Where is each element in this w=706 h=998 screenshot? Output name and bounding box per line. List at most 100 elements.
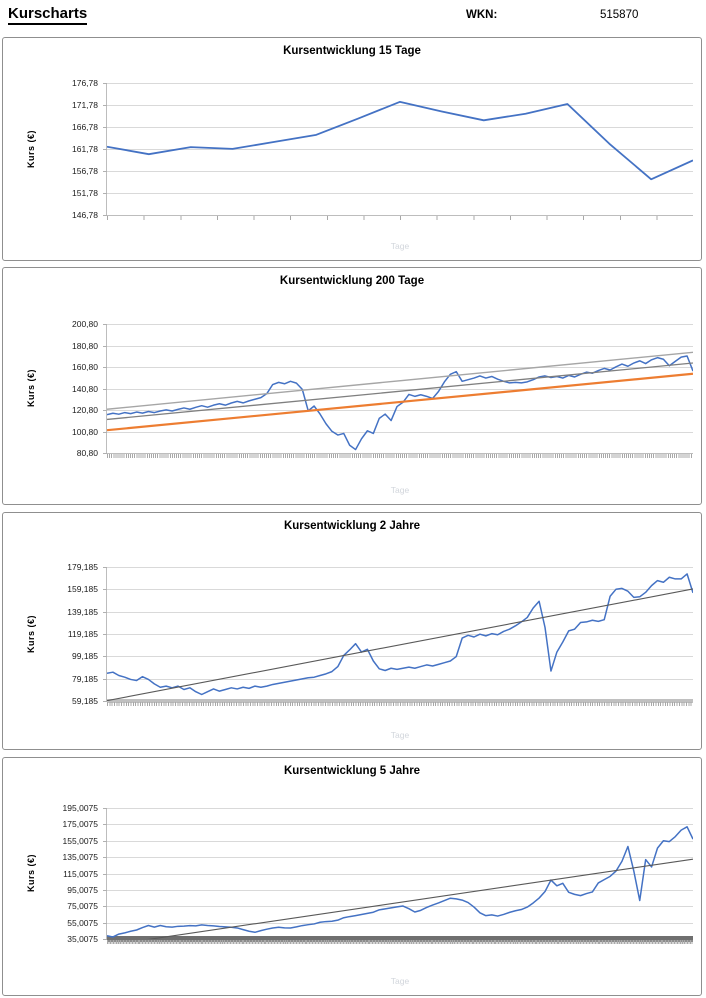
plot-area — [106, 567, 693, 703]
y-axis-tick — [103, 215, 107, 216]
y-axis-tick — [103, 808, 107, 809]
kurs-line — [107, 827, 693, 937]
y-axis-label: 55,0075 — [67, 918, 98, 928]
y-axis-label: 80,80 — [76, 448, 98, 458]
y-axis-tick — [103, 432, 107, 433]
gridline — [107, 346, 693, 347]
y-axis-label: 95,0075 — [67, 885, 98, 895]
chart-canvas — [107, 567, 693, 701]
y-axis-label: 175,0075 — [62, 819, 98, 829]
chart-5-jahre: Kursentwicklung 5 Jahre Kurs (€) 195,0075 1… — [2, 757, 702, 996]
y-axis-tick — [103, 127, 107, 128]
y-axis-tick — [103, 874, 107, 875]
plot-area — [106, 808, 693, 942]
gridline — [107, 841, 693, 842]
y-axis-tick — [103, 389, 107, 390]
trendkanal-mitte-line — [107, 363, 693, 419]
y-axis-tick — [103, 171, 107, 172]
y-axis-tick — [103, 149, 107, 150]
y-axis-label: 151,78 — [72, 188, 98, 198]
x-axis-tick-strip — [107, 454, 693, 458]
y-axis-label: 161,78 — [72, 144, 98, 154]
y-axis-label: 115,0075 — [63, 869, 98, 879]
trendkanal-unten-line — [107, 374, 693, 430]
trendlinie-line — [107, 859, 693, 939]
y-axis-label: 120,80 — [72, 405, 98, 415]
gridline — [107, 193, 693, 194]
gridline — [107, 83, 693, 84]
y-axis-label: 35,0075 — [67, 934, 98, 944]
gridline — [107, 890, 693, 891]
gridline — [107, 127, 693, 128]
y-axis-label: 160,80 — [72, 362, 98, 372]
gridline — [107, 589, 693, 590]
gridline — [107, 923, 693, 924]
plot-area — [106, 324, 693, 454]
x-axis-tick-strip — [107, 940, 693, 944]
chart-title: Kursentwicklung 15 Tage — [283, 45, 421, 57]
gridline — [107, 656, 693, 657]
baseline-bar — [107, 936, 693, 942]
page-title: Kurscharts — [8, 5, 88, 25]
gridline — [107, 215, 693, 216]
y-axis-label: 146,78 — [72, 210, 98, 220]
chart-title: Kursentwicklung 2 Jahre — [283, 520, 421, 532]
x-axis-title: Tage — [390, 730, 410, 740]
y-axis-label: 75,0075 — [67, 901, 98, 911]
baseline-bar — [107, 699, 693, 703]
gridline — [107, 389, 693, 390]
y-axis-label: 159,185 — [67, 584, 98, 594]
x-axis-title: Tage — [390, 485, 410, 495]
kurs-line — [107, 102, 693, 179]
gridline — [107, 367, 693, 368]
y-axis-tick — [103, 589, 107, 590]
gridline — [107, 808, 693, 809]
y-axis-tick — [103, 701, 107, 702]
plot-area — [106, 83, 693, 216]
x-axis-tick-strip — [107, 216, 693, 220]
y-axis-tick — [103, 367, 107, 368]
y-axis-label: 99,185 — [72, 651, 98, 661]
y-axis-tick — [103, 890, 107, 891]
y-axis-tick — [103, 410, 107, 411]
chart-canvas — [107, 83, 693, 215]
wkn-value: 515870 — [600, 9, 639, 21]
y-axis-label: 166,78 — [72, 122, 98, 132]
y-axis-tick — [103, 193, 107, 194]
y-axis-tick — [103, 612, 107, 613]
y-axis-label: 156,78 — [72, 166, 98, 176]
y-axis-tick — [103, 923, 107, 924]
y-axis-label: 155,0075 — [62, 836, 98, 846]
gridline — [107, 634, 693, 635]
y-axis-tick — [103, 939, 107, 940]
gridline — [107, 453, 693, 454]
y-axis-tick — [103, 324, 107, 325]
y-axis-label: 140,80 — [72, 384, 98, 394]
gridline — [107, 171, 693, 172]
chart-canvas — [107, 324, 693, 453]
kurs-line — [107, 574, 693, 695]
chart-15-tage: Kursentwicklung 15 Tage Kurs (€) 176,78 171… — [2, 37, 702, 261]
y-axis-label: 200,80 — [72, 319, 98, 329]
y-axis-label: 171,78 — [72, 100, 98, 110]
y-axis-tick — [103, 567, 107, 568]
y-axis-tick — [103, 83, 107, 84]
y-axis-label: 79,185 — [72, 674, 98, 684]
gridline — [107, 149, 693, 150]
y-axis-label: 139,185 — [67, 607, 98, 617]
sheet-header: Kurscharts WKN: 515870 — [0, 0, 706, 34]
y-axis-tick — [103, 634, 107, 635]
gridline — [107, 567, 693, 568]
trendlinie-line — [107, 589, 693, 701]
chart-title: Kursentwicklung 5 Jahre — [283, 765, 421, 777]
y-axis-line — [106, 808, 107, 939]
y-axis-label: 119,185 — [67, 629, 98, 639]
chart-2-jahre: Kursentwicklung 2 Jahre Kurs (€) 179,185 15… — [2, 512, 702, 750]
trendkanal-oben-line — [107, 352, 693, 409]
chart-title: Kursentwicklung 200 Tage — [279, 275, 425, 287]
gridline — [107, 612, 693, 613]
chart-canvas — [107, 808, 693, 939]
gridline — [107, 824, 693, 825]
gridline — [107, 105, 693, 106]
